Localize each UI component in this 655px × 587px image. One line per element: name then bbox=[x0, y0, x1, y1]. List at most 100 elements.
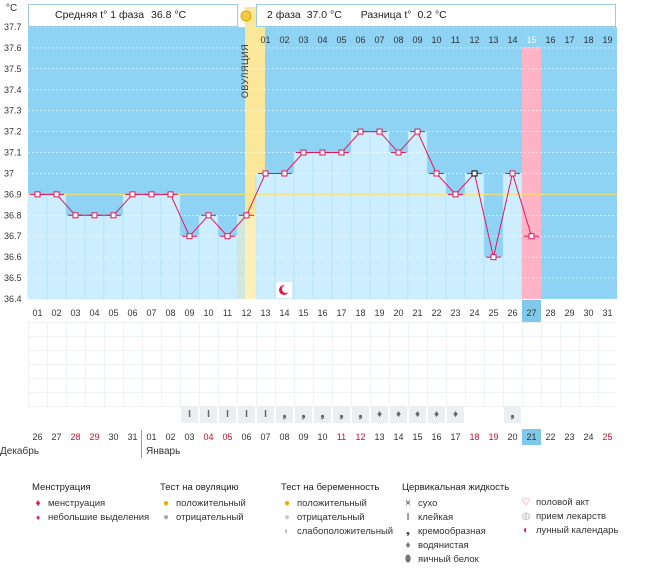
x-tick-label: 06 bbox=[127, 308, 137, 318]
temp-point bbox=[471, 170, 478, 177]
x-tick-label: 15 bbox=[298, 308, 308, 318]
temperature-chart: 37.7 37.6 37.5 37.4 37.3 37.2 37.1 37 36.9 36.8 36… bbox=[4, 3, 617, 322]
temp-bar bbox=[217, 235, 238, 300]
calendar-date: 06 bbox=[241, 432, 252, 442]
chart-svg: 37.7 37.6 37.5 37.4 37.3 37.2 37.1 37 36.9 36.8 36… bbox=[4, 3, 617, 322]
y-tick-label: 37.4 bbox=[4, 85, 22, 95]
calendar-date: 24 bbox=[583, 432, 594, 442]
phase2-day-label: 01 bbox=[260, 35, 270, 45]
calendar-date: 21 bbox=[522, 429, 541, 445]
temp-bar bbox=[312, 152, 333, 300]
y-tick-label: 37.7 bbox=[4, 22, 22, 32]
legend-title: Цервикальная жидкость bbox=[402, 482, 510, 493]
phase1-value: 36.8 °C bbox=[150, 9, 187, 21]
calendar-row: 26 27 28 29 30 31 01 02 03 04 05 06 07 08 09 10 11 12 13 14… bbox=[28, 429, 617, 445]
calendar-date: 14 bbox=[393, 432, 404, 442]
drop-icon: ♦ bbox=[35, 498, 41, 509]
x-tick-label: 27 bbox=[526, 308, 536, 318]
legend-title: Тест на беременность bbox=[281, 482, 380, 493]
highlight-column bbox=[522, 47, 541, 299]
sticky-icon: I bbox=[406, 512, 410, 523]
calendar-date: 10 bbox=[317, 432, 328, 442]
cervical-fluid-icon: ♦ bbox=[428, 406, 445, 423]
calendar-date: 20 bbox=[507, 432, 518, 442]
x-tick-label: 20 bbox=[393, 308, 403, 318]
temp-bar bbox=[46, 194, 67, 300]
temp-point bbox=[433, 170, 440, 177]
phase2-day-label: 17 bbox=[564, 35, 574, 45]
calendar-date: 12 bbox=[355, 432, 366, 442]
cervical-fluid-icon: ♦ bbox=[390, 406, 407, 423]
temp-point bbox=[129, 191, 136, 198]
heart-icon: ♡ bbox=[521, 497, 531, 508]
legend-item: ♦ менструация bbox=[32, 497, 149, 511]
calendar-date: 02 bbox=[165, 432, 176, 442]
moon-icon bbox=[276, 282, 292, 298]
y-tick-label: 37.6 bbox=[4, 43, 22, 53]
x-tick-label: 25 bbox=[488, 308, 498, 318]
y-tick-label: 37.3 bbox=[4, 106, 22, 116]
positive-icon: ● bbox=[283, 498, 291, 509]
x-tick-label: 17 bbox=[336, 308, 346, 318]
x-tick-label: 11 bbox=[223, 308, 232, 318]
temp-point bbox=[376, 128, 383, 135]
temp-bar bbox=[179, 235, 200, 300]
x-tick-label: 02 bbox=[51, 308, 61, 318]
x-tick-label: 18 bbox=[355, 308, 365, 318]
temp-bar bbox=[122, 194, 143, 300]
cervical-fluid-icon: ❟ bbox=[276, 406, 293, 423]
cervical-fluid-icon: I bbox=[257, 406, 274, 423]
ovulation-label-box: ОВУЛЯЦИЯ bbox=[232, 40, 256, 110]
month-december: Декабрь bbox=[0, 446, 39, 457]
temp-point bbox=[167, 191, 174, 198]
calendar-date: 03 bbox=[184, 432, 195, 442]
x-tick-label: 10 bbox=[203, 308, 213, 318]
calendar-date: 29 bbox=[89, 432, 100, 442]
calendar-date: 19 bbox=[488, 432, 499, 442]
month-january: Январь bbox=[146, 446, 181, 457]
cervical-fluid-icon: ♦ bbox=[409, 406, 426, 423]
cross-icon: × bbox=[405, 498, 411, 509]
x-tick-label: 08 bbox=[165, 308, 175, 318]
diff-value: 0.2 °C bbox=[417, 9, 447, 21]
y-tick-label: 37.5 bbox=[4, 64, 22, 74]
x-tick-label: 13 bbox=[260, 308, 270, 318]
legend-pregnancy-test: Тест на беременность ● положительный ● отр… bbox=[281, 482, 394, 537]
x-tick-label: 05 bbox=[108, 308, 118, 318]
phase2-day-label: 19 bbox=[602, 35, 612, 45]
negative-icon: ● bbox=[283, 512, 291, 523]
calendar-date: 27 bbox=[51, 432, 62, 442]
phase2-summary: 2 фаза 37.0 °C Разница t° 0.2 °C bbox=[256, 4, 616, 27]
circle-icon: ● bbox=[162, 512, 170, 523]
x-tick-label: 23 bbox=[450, 308, 460, 318]
temp-point bbox=[338, 149, 345, 156]
calendar-date: 28 bbox=[70, 432, 81, 442]
y-tick-label: 36.6 bbox=[4, 252, 22, 262]
phase2-day-label: 04 bbox=[317, 35, 327, 45]
x-tick-label: 24 bbox=[469, 308, 479, 318]
temp-point bbox=[414, 128, 421, 135]
current-day-highlight bbox=[522, 300, 541, 322]
x-tick-label: 09 bbox=[184, 308, 194, 318]
temp-point bbox=[509, 170, 516, 177]
y-tick-label: 36.8 bbox=[4, 210, 22, 220]
phase2-day-label: 16 bbox=[545, 35, 555, 45]
calendar-date: 07 bbox=[260, 432, 271, 442]
temp-bar bbox=[27, 194, 48, 300]
temp-point bbox=[72, 212, 79, 219]
phase2-day-label: 03 bbox=[298, 35, 308, 45]
calendar-date: 23 bbox=[564, 432, 575, 442]
phase1-label: Средняя t° 1 фаза bbox=[55, 9, 145, 21]
temp-bar bbox=[141, 194, 162, 300]
cervical-fluid-row: I I I I I ❟ ❟ ❟ ❟ ❟ ♦ ♦ ♦ ♦ ♦ ❟ bbox=[28, 406, 617, 426]
x-tick-label: 22 bbox=[431, 308, 441, 318]
phase2-day-label: 02 bbox=[279, 35, 289, 45]
phase2-day-label: 14 bbox=[507, 35, 517, 45]
calendar-date: 08 bbox=[279, 432, 290, 442]
x-tick-label: 01 bbox=[32, 308, 42, 318]
watery-icon: ♦ bbox=[405, 540, 411, 551]
temp-point bbox=[528, 233, 535, 240]
phase2-day-label: 10 bbox=[431, 35, 441, 45]
x-tick-label: 14 bbox=[279, 308, 289, 318]
calendar-date: 13 bbox=[374, 432, 385, 442]
